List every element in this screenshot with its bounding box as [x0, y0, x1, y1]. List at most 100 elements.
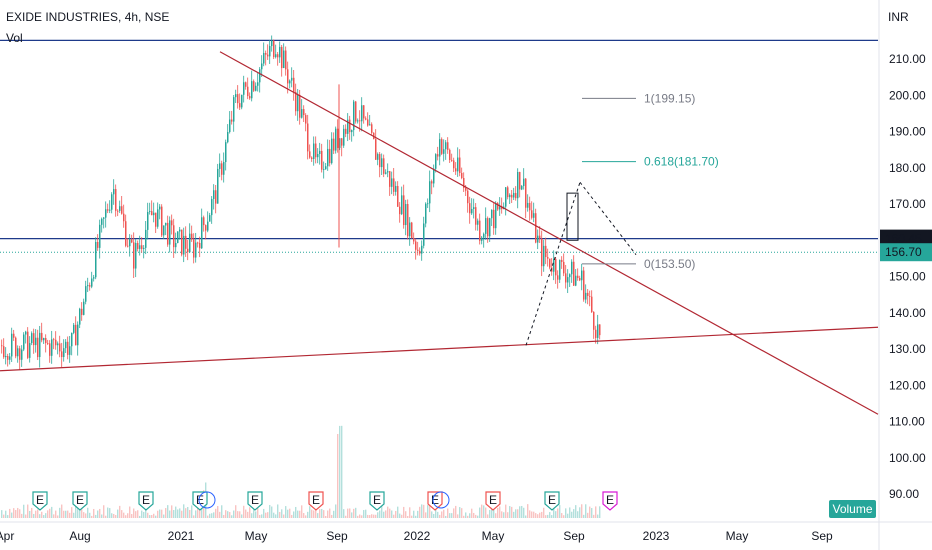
volume-bar — [69, 512, 71, 518]
candle-body — [527, 202, 529, 208]
candle-body — [417, 249, 419, 251]
volume-bar — [213, 512, 215, 518]
candle-body — [249, 96, 251, 99]
candle-body — [511, 194, 513, 198]
volume-bar — [227, 511, 229, 518]
volume-bar — [3, 514, 5, 518]
volume-bar — [145, 507, 147, 518]
candle-body — [353, 101, 355, 131]
volume-bar — [567, 513, 569, 518]
volume-bar — [387, 506, 389, 518]
volume-bar — [505, 504, 507, 518]
candle-body — [585, 292, 587, 300]
volume-bar — [423, 504, 425, 518]
volume-bar — [341, 425, 343, 518]
volume-bar — [25, 514, 27, 518]
candle-body — [105, 209, 107, 218]
candle-body — [577, 275, 579, 278]
candle-body — [563, 261, 565, 274]
candle-body — [15, 337, 17, 357]
candle-body — [533, 213, 535, 218]
candle-body — [319, 150, 321, 154]
volume-bar — [235, 505, 237, 518]
candle-body — [441, 139, 443, 154]
candle-body — [235, 94, 237, 98]
candle-body — [443, 149, 445, 154]
volume-bar — [581, 504, 583, 518]
candle-body — [39, 332, 41, 358]
candle-body — [49, 343, 51, 356]
candle-body — [217, 168, 219, 204]
candle-body — [547, 257, 549, 259]
volume-bar — [5, 510, 7, 518]
candle-body — [325, 166, 327, 170]
x-tick-label: Apr — [0, 529, 14, 543]
candle-body — [361, 105, 363, 122]
volume-bar — [63, 510, 65, 518]
volume-bar — [565, 508, 567, 518]
candle-body — [387, 171, 389, 173]
candle-body — [67, 341, 69, 355]
volume-bar — [335, 504, 337, 518]
candle-body — [405, 204, 407, 226]
volume-bar — [157, 510, 159, 518]
volume-bar — [121, 510, 123, 518]
candle-body — [515, 192, 517, 199]
volume-bar — [527, 504, 529, 518]
volume-bar — [21, 513, 23, 518]
candle-body — [177, 231, 179, 244]
price-badge-level: 160.45 — [885, 232, 922, 246]
volume-bar — [361, 515, 363, 518]
volume-bar — [215, 508, 217, 518]
candle-body — [195, 242, 197, 258]
volume-bar — [507, 512, 509, 518]
volume-bar — [91, 515, 93, 518]
volume-badge[interactable]: Volume — [829, 500, 876, 518]
y-tick-label: 210.00 — [889, 52, 926, 66]
candle-body — [277, 54, 279, 58]
candle-body — [435, 154, 437, 169]
candle-body — [153, 212, 155, 216]
pattern-line — [525, 182, 581, 346]
candle-body — [197, 242, 199, 244]
candle-body — [329, 148, 331, 164]
candle-body — [581, 270, 583, 281]
volume-bar — [489, 509, 491, 518]
volume-indicator-label[interactable]: Vol — [6, 31, 23, 45]
volume-bar — [471, 508, 473, 518]
volume-bar — [275, 514, 277, 518]
candle-body — [129, 239, 131, 247]
volume-bar — [223, 514, 225, 518]
volume-bar — [599, 506, 601, 518]
candle-body — [307, 123, 309, 152]
fib-level-label: 0(153.50) — [644, 257, 695, 271]
candle-body — [463, 178, 465, 188]
volume-bar — [93, 508, 95, 518]
candle-body — [333, 138, 335, 151]
earnings-marker — [308, 491, 324, 511]
volume-bar — [447, 508, 449, 518]
volume-bar — [37, 509, 39, 518]
volume-bar — [475, 514, 477, 518]
volume-bar — [585, 504, 587, 518]
volume-bar — [537, 514, 539, 518]
candle-body — [91, 278, 93, 287]
candle-body — [41, 332, 43, 341]
candle-body — [209, 215, 211, 222]
candle-body — [75, 324, 77, 346]
candle-body — [375, 139, 377, 160]
candle-body — [543, 245, 545, 267]
candle-body — [137, 242, 139, 249]
candle-body — [429, 181, 431, 204]
candle-body — [537, 235, 539, 243]
x-tick-label: May — [726, 529, 749, 543]
y-tick-label: 150.00 — [889, 270, 926, 284]
candle-body — [161, 206, 163, 236]
volume-bar — [397, 506, 399, 518]
candle-body — [587, 292, 589, 296]
volume-bar — [7, 515, 9, 518]
volume-bar — [291, 514, 293, 518]
volume-bar — [557, 508, 559, 518]
volume-bar — [405, 511, 407, 518]
